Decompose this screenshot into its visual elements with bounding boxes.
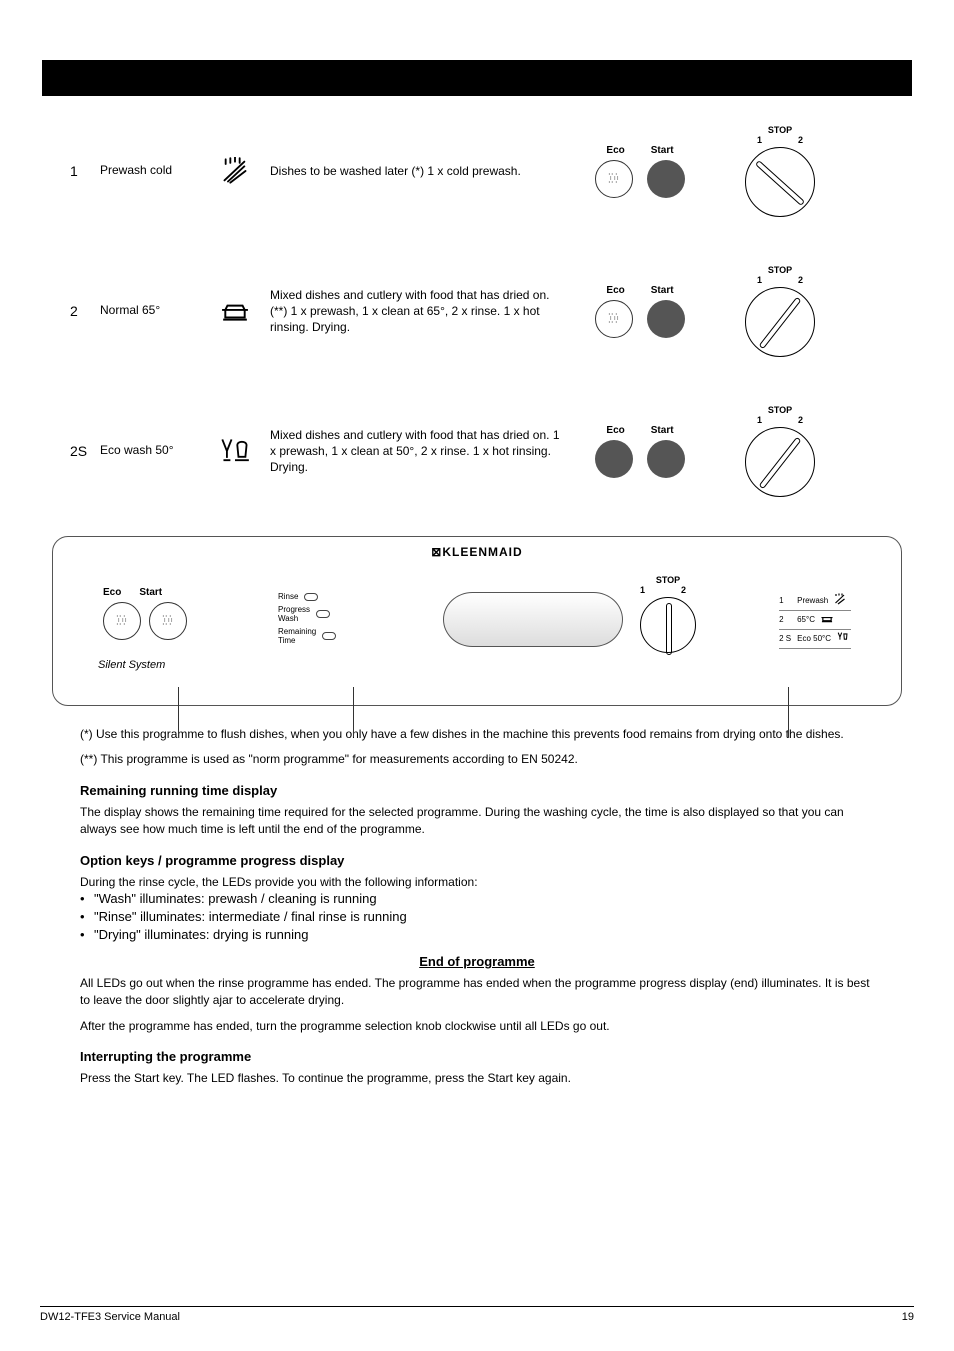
remaining-time-text: The display shows the remaining time req… (80, 804, 874, 839)
eco-button-state: ∵∴∴∵ (595, 160, 633, 198)
header-black-bar (42, 60, 912, 96)
legend-row: 1Prewash (779, 592, 851, 611)
progress-wash-led (316, 610, 330, 618)
program-knob[interactable] (640, 597, 696, 653)
start-button-state (647, 440, 685, 478)
program-row: 2SEco wash 50° Mixed dishes and cutlery w… (70, 396, 884, 506)
program-button-state: EcoStart (570, 425, 710, 478)
program-description: Mixed dishes and cutlery with food that … (270, 427, 570, 476)
footer-doc-title: DW12-TFE3 Service Manual (40, 1311, 180, 1323)
panel-program-knob-group: STOP 1 2 (640, 575, 696, 653)
remaining-time-heading: Remaining running time display (80, 783, 874, 798)
program-icon (200, 297, 270, 325)
callout-line (788, 687, 789, 737)
program-knob[interactable] (745, 147, 815, 217)
eco-button-state: ∵∴∴∵ (595, 300, 633, 338)
program-knob-position: STOP12 (710, 265, 850, 357)
progress-heading: Option keys / programme progress display (80, 853, 874, 868)
program-description: Dishes to be washed later (*) 1 x cold p… (270, 163, 570, 179)
body-text: (*) Use this programme to flush dishes, … (40, 716, 914, 1098)
program-knob[interactable] (745, 287, 815, 357)
knob-mark-1: 1 (640, 585, 645, 595)
end-of-programme-heading: End of programme (80, 954, 874, 969)
program-button-state: EcoStart∵∴∴∵ (570, 145, 710, 198)
program-name: Eco wash 50° (100, 443, 200, 459)
glass-icon (835, 631, 851, 647)
knob-stop-label: STOP (768, 125, 792, 135)
footer-page-number: 19 (902, 1311, 914, 1323)
program-icon (200, 436, 270, 466)
control-panel-diagram: ⊠KLEENMAID Eco Start ∵∴∴∵ ∵∴∴∵ Silent Sy… (52, 536, 902, 706)
rinse-led (304, 593, 318, 601)
callout-lines (53, 687, 901, 727)
interrupting-heading: Interrupting the programme (80, 1049, 874, 1064)
program-knob-position: STOP12 (710, 125, 850, 217)
program-table: 1Prewash cold Dishes to be washed later (… (40, 116, 914, 506)
callout-line (178, 687, 179, 737)
program-name: Normal 65° (100, 303, 200, 319)
knob-stop-label: STOP (768, 405, 792, 415)
panel-eco-start-buttons: Eco Start ∵∴∴∵ ∵∴∴∵ (103, 587, 187, 640)
program-knob[interactable] (745, 427, 815, 497)
prewash-icon (832, 593, 848, 609)
progress-bullet: •"Wash" illuminates: prewash / cleaning … (80, 891, 874, 906)
start-button-state (647, 160, 685, 198)
panel-indicator-labels: Rinse Progress Wash Remaining Time (278, 592, 336, 649)
knob-stop-label: STOP (768, 265, 792, 275)
eco-button[interactable]: ∵∴∴∵ (103, 602, 141, 640)
start-label: Start (139, 587, 162, 598)
program-row: 2Normal 65° Mixed dishes and cutlery with… (70, 256, 884, 366)
footnote-1: (*) Use this programme to flush dishes, … (80, 726, 874, 743)
program-number: 2 (70, 303, 100, 319)
eco-label: Eco (103, 587, 121, 598)
progress-wash-label: Progress Wash (278, 605, 310, 623)
end-text-2: After the programme has ended, turn the … (80, 1018, 874, 1035)
panel-program-legend: 1Prewash265°C2 SEco 50°C (779, 592, 851, 649)
start-button-state (647, 300, 685, 338)
program-number: 1 (70, 163, 100, 179)
knob-stop-label: STOP (640, 575, 696, 585)
progress-bullet: •"Rinse" illuminates: intermediate / fin… (80, 909, 874, 924)
program-number: 2S (70, 443, 100, 459)
program-button-state: EcoStart∵∴∴∵ (570, 285, 710, 338)
progress-bullet-list: •"Wash" illuminates: prewash / cleaning … (80, 891, 874, 942)
program-name: Prewash cold (100, 163, 200, 179)
rinse-led-label: Rinse (278, 592, 298, 601)
end-text-1: All LEDs go out when the rinse programme… (80, 975, 874, 1010)
pot-icon (819, 612, 835, 628)
program-row: 1Prewash cold Dishes to be washed later (… (70, 116, 884, 226)
callout-line (353, 687, 354, 737)
interrupting-text: Press the Start key. The LED flashes. To… (80, 1070, 874, 1087)
program-description: Mixed dishes and cutlery with food that … (270, 287, 570, 336)
remaining-time-label: Remaining Time (278, 627, 316, 645)
start-button[interactable]: ∵∴∴∵ (149, 602, 187, 640)
legend-row: 265°C (779, 611, 851, 630)
knob-mark-2: 2 (681, 585, 686, 595)
remaining-time-led (322, 632, 336, 640)
legend-row: 2 SEco 50°C (779, 630, 851, 649)
progress-intro: During the rinse cycle, the LEDs provide… (80, 874, 874, 891)
progress-bullet: •"Drying" illuminates: drying is running (80, 927, 874, 942)
footnote-2: (**) This programme is used as "norm pro… (80, 751, 874, 768)
silent-system-label: Silent System (98, 659, 165, 671)
program-icon (200, 157, 270, 185)
eco-button-state (595, 440, 633, 478)
door-handle-recess (443, 592, 623, 647)
program-knob-position: STOP12 (710, 405, 850, 497)
page-footer: DW12-TFE3 Service Manual 19 (40, 1306, 914, 1323)
brand-label: ⊠KLEENMAID (53, 545, 901, 559)
